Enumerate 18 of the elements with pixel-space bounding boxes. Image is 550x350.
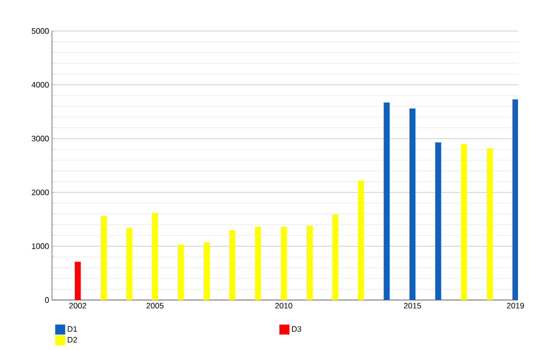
bar	[435, 142, 442, 300]
bar	[178, 244, 184, 300]
bar	[126, 228, 132, 300]
bar	[280, 226, 287, 300]
bar	[512, 99, 518, 300]
bar	[306, 226, 312, 300]
bar	[100, 216, 106, 300]
bar	[74, 262, 81, 300]
bar	[203, 242, 210, 300]
bar	[229, 230, 236, 300]
bar	[152, 212, 158, 300]
bar	[486, 148, 493, 300]
bar	[358, 180, 364, 300]
bar	[384, 102, 390, 300]
bar	[332, 214, 338, 300]
bar	[409, 108, 416, 300]
bar	[254, 226, 261, 300]
bar	[460, 144, 467, 300]
